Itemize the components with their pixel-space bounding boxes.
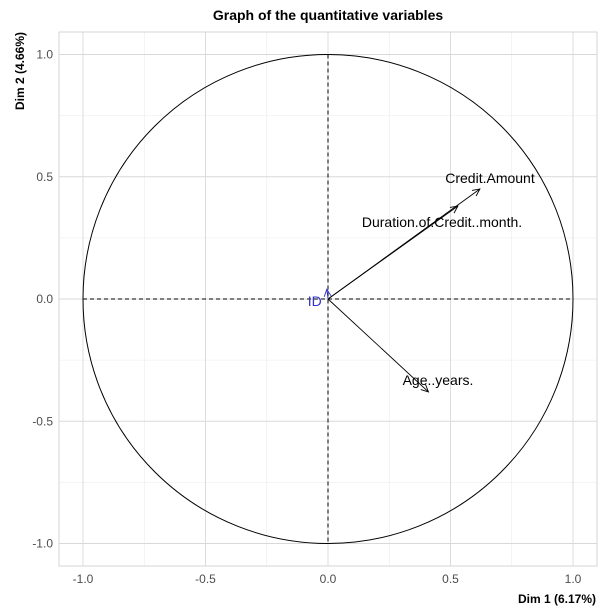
x-tick-label: -1.0 [73,572,94,586]
arrow-age-years [327,298,429,393]
x-axis-title: Dim 1 (6.17%) [518,592,596,606]
variable-label-age-years: Age..years. [403,372,474,388]
y-tick-label: 1.0 [36,48,53,62]
y-tick-label: 0.0 [36,292,53,306]
x-tick-label: -0.5 [195,572,216,586]
arrowhead-credit-amount [471,188,481,197]
y-tick-label: -0.5 [32,414,53,428]
x-tick-label: 0.5 [442,572,459,586]
variable-label-duration-of-credit-month: Duration.of.Credit..month. [362,214,522,230]
arrow-id [326,289,329,300]
x-tick-label: 0.0 [320,572,337,586]
arrowhead-duration-of-credit-month [449,205,459,214]
arrowhead-age-years [420,384,430,393]
x-tick-label: 1.0 [565,572,582,586]
y-tick-label: -1.0 [32,537,53,551]
variable-arrows: Credit.Amount Duration.of.Credit..month. A… [308,170,535,393]
arrow-duration-of-credit-month [327,205,459,300]
variable-label-credit-amount: Credit.Amount [445,170,535,186]
plot-panel [58,31,598,567]
y-axis-title: Dim 2 (4.66%) [13,32,27,110]
tick-labels: -1.0 -0.5 0.0 0.5 1.0 -1.0 -0.5 0.0 0.5 1.0 [32,48,581,587]
y-tick-label: 0.5 [36,170,53,184]
chart-title: Graph of the quantitative variables [213,7,443,23]
variable-label-id: ID [308,293,322,309]
arrowhead-id [323,288,332,297]
